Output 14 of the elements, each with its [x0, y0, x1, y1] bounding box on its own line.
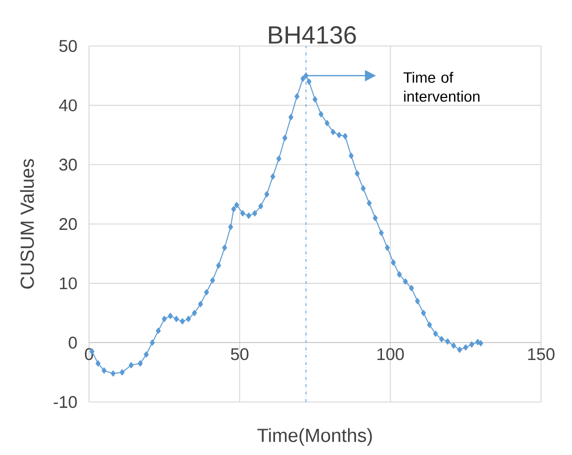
- y-tick-label: 20: [60, 218, 77, 230]
- x-tick-label: 150: [528, 348, 554, 360]
- y-axis-title: CUSUM Values: [20, 159, 34, 289]
- chart-title: BH4136: [269, 26, 356, 44]
- x-tick-label: 50: [230, 348, 248, 360]
- y-tick-label: 10: [60, 277, 77, 290]
- x-axis-title: Time(Months): [257, 428, 372, 446]
- y-tick-label: 30: [59, 158, 77, 171]
- y-tick-label: 0: [68, 336, 77, 349]
- y-tick-label: 50: [59, 40, 77, 52]
- y-tick-label: 40: [59, 99, 77, 112]
- annotation: Time of intervention: [403, 72, 480, 102]
- x-tick-label: 100: [378, 348, 404, 360]
- y-tick-label: -10: [54, 396, 77, 408]
